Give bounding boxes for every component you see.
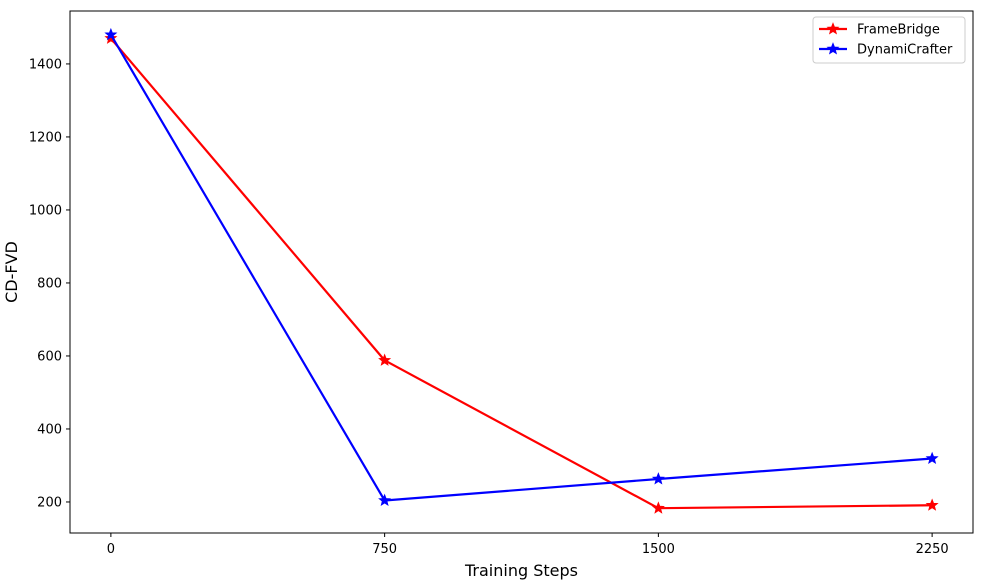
y-tick-label: 800 xyxy=(37,276,62,291)
ticks-layer: 0 750 1500 2250 200 400 600 800 1000 1200 1400 xyxy=(29,57,949,557)
framebridge-point xyxy=(378,353,392,366)
dynamicrafter-point xyxy=(925,451,939,465)
legend: FrameBridge DynamiCrafter xyxy=(812,16,966,64)
dynamicrafter-point xyxy=(378,493,392,507)
legend-marker-framebridge xyxy=(826,22,840,35)
framebridge-point xyxy=(651,501,665,514)
legend-label-dynamicrafter: DynamiCrafter xyxy=(857,43,953,58)
series-layer xyxy=(104,27,939,514)
dynamicrafter-point xyxy=(651,472,665,485)
dynamicrafter-line xyxy=(109,34,933,502)
x-axis-title: Training Steps xyxy=(464,561,578,580)
framebridge-point xyxy=(104,31,118,44)
framebridge-point xyxy=(925,498,939,511)
dynamicrafter-point xyxy=(104,27,118,41)
legend-marker-dynamicrafter xyxy=(826,42,840,55)
y-tick-label: 1000 xyxy=(29,203,62,218)
y-tick-label: 600 xyxy=(37,349,62,364)
plot-frame xyxy=(69,10,974,534)
x-tick-label: 1500 xyxy=(642,542,675,557)
x-tick-label: 750 xyxy=(372,542,397,557)
y-tick-label: 1200 xyxy=(29,130,62,145)
framebridge-line xyxy=(110,37,933,510)
y-tick-label: 1400 xyxy=(29,57,62,72)
x-tick-label: 0 xyxy=(107,542,115,557)
legend-label-framebridge: FrameBridge xyxy=(857,23,940,38)
y-tick-label: 200 xyxy=(37,495,62,510)
legend-box xyxy=(812,16,966,64)
y-axis-title: CD-FVD xyxy=(2,241,21,303)
y-tick-label: 400 xyxy=(37,422,62,437)
x-tick-label: 2250 xyxy=(916,542,949,557)
